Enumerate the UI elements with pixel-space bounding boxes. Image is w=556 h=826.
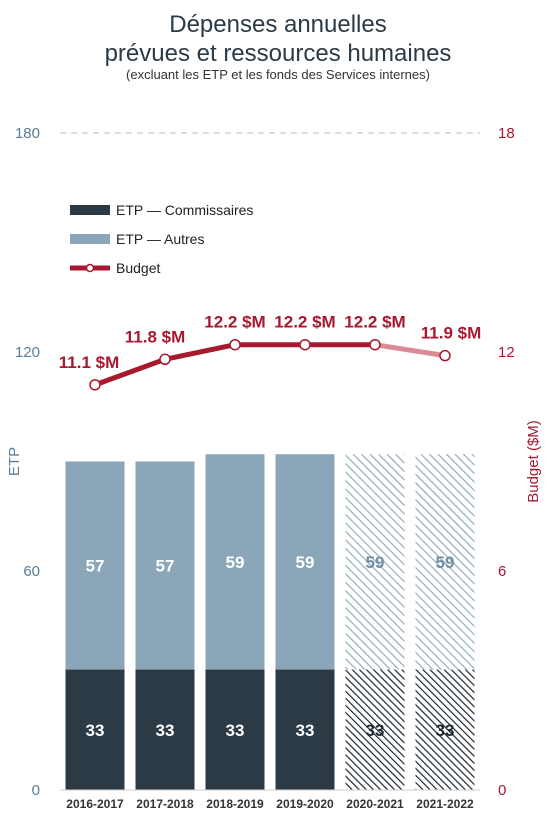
legend: ETP — Commissaires ETP — Autres Budget (70, 202, 253, 276)
chart-subtitle: (excluant les ETP et les fonds des Servi… (126, 67, 430, 82)
bar-autres (65, 461, 125, 670)
bar-label-commissaires: 33 (366, 721, 385, 740)
budget-point (89, 379, 101, 391)
legend-label-autres: ETP — Autres (116, 231, 204, 247)
legend-swatch-commissaires (70, 205, 110, 215)
category-label: 2021-2022 (416, 797, 474, 811)
category-label: 2020-2021 (346, 797, 404, 811)
budget-data-label: 12.2 $M (274, 313, 335, 332)
legend-label-commissaires: ETP — Commissaires (116, 202, 253, 218)
left-tick-label: 180 (15, 125, 40, 142)
bar-label-autres: 59 (436, 553, 455, 572)
right-tick-label: 12 (498, 344, 515, 361)
bar-commissaires (345, 669, 405, 790)
budget-line-segment (372, 342, 448, 359)
bar-commissaires (275, 669, 335, 790)
budget-point (299, 338, 311, 351)
bar-label-autres: 57 (86, 557, 105, 576)
budget-data-label: 11.8 $M (125, 327, 186, 346)
bar-label-commissaires: 33 (436, 721, 455, 740)
budget-data-label: 12.2 $M (204, 313, 265, 332)
budget-point (369, 338, 381, 351)
budget-data-label: 11.1 $M (59, 353, 120, 372)
bar-label-autres: 59 (366, 553, 385, 572)
bar-label-commissaires: 33 (226, 721, 245, 740)
chart-title-line2: prévues et ressources humaines (105, 40, 452, 67)
budget-point (229, 338, 241, 351)
chart-title-line1: Dépenses annuelles (169, 11, 387, 38)
left-axis-ticks: 0 60 120 180 (15, 125, 40, 799)
bar-label-autres: 59 (226, 553, 245, 572)
left-tick-label: 60 (23, 563, 40, 580)
left-tick-label: 0 (32, 782, 40, 799)
budget-line-group: 11.1 $M 11.8 $M 12.2 $M 12.2 $M 12.2 $M 11.9 … (59, 313, 482, 391)
bar-autres (205, 454, 265, 670)
budget-point (439, 349, 451, 362)
bar-label-autres: 57 (156, 557, 175, 576)
bars-group: 33 57 33 57 33 59 33 59 33 59 33 59 (60, 454, 480, 791)
category-label: 2017-2018 (136, 797, 194, 811)
right-tick-label: 18 (498, 125, 515, 142)
bar-autres (415, 454, 475, 670)
left-tick-label: 120 (15, 344, 40, 361)
legend-swatch-autres (70, 234, 110, 244)
budget-data-label: 12.2 $M (344, 313, 405, 332)
category-label: 2019-2020 (276, 797, 334, 811)
budget-line-segment (162, 342, 238, 362)
bar-autres (345, 454, 405, 670)
category-label: 2018-2019 (206, 797, 264, 811)
category-labels: 2016-2017 2017-2018 2018-2019 2019-2020 2020… (66, 797, 474, 811)
budget-line-segment (92, 356, 168, 388)
budget-point (159, 353, 171, 366)
bar-commissaires (415, 669, 475, 790)
bar-label-commissaires: 33 (156, 721, 175, 740)
right-tick-label: 6 (498, 563, 506, 580)
bar-label-commissaires: 33 (86, 721, 105, 740)
budget-data-label: 11.9 $M (421, 324, 482, 343)
bar-commissaires (65, 669, 125, 790)
bar-label-commissaires: 33 (296, 721, 315, 740)
right-axis-label: Budget ($M) (525, 420, 542, 503)
bar-commissaires (135, 669, 195, 790)
bar-label-autres: 59 (296, 553, 315, 572)
bar-autres (135, 461, 195, 670)
right-tick-label: 0 (498, 782, 506, 799)
category-label: 2016-2017 (66, 797, 124, 811)
bar-commissaires (205, 669, 265, 790)
left-axis-label: ETP (6, 447, 23, 476)
bar-autres (275, 454, 335, 670)
right-axis-ticks: 0 6 12 18 (498, 125, 515, 799)
legend-swatch-budget-marker (85, 263, 95, 273)
legend-label-budget: Budget (116, 260, 160, 276)
